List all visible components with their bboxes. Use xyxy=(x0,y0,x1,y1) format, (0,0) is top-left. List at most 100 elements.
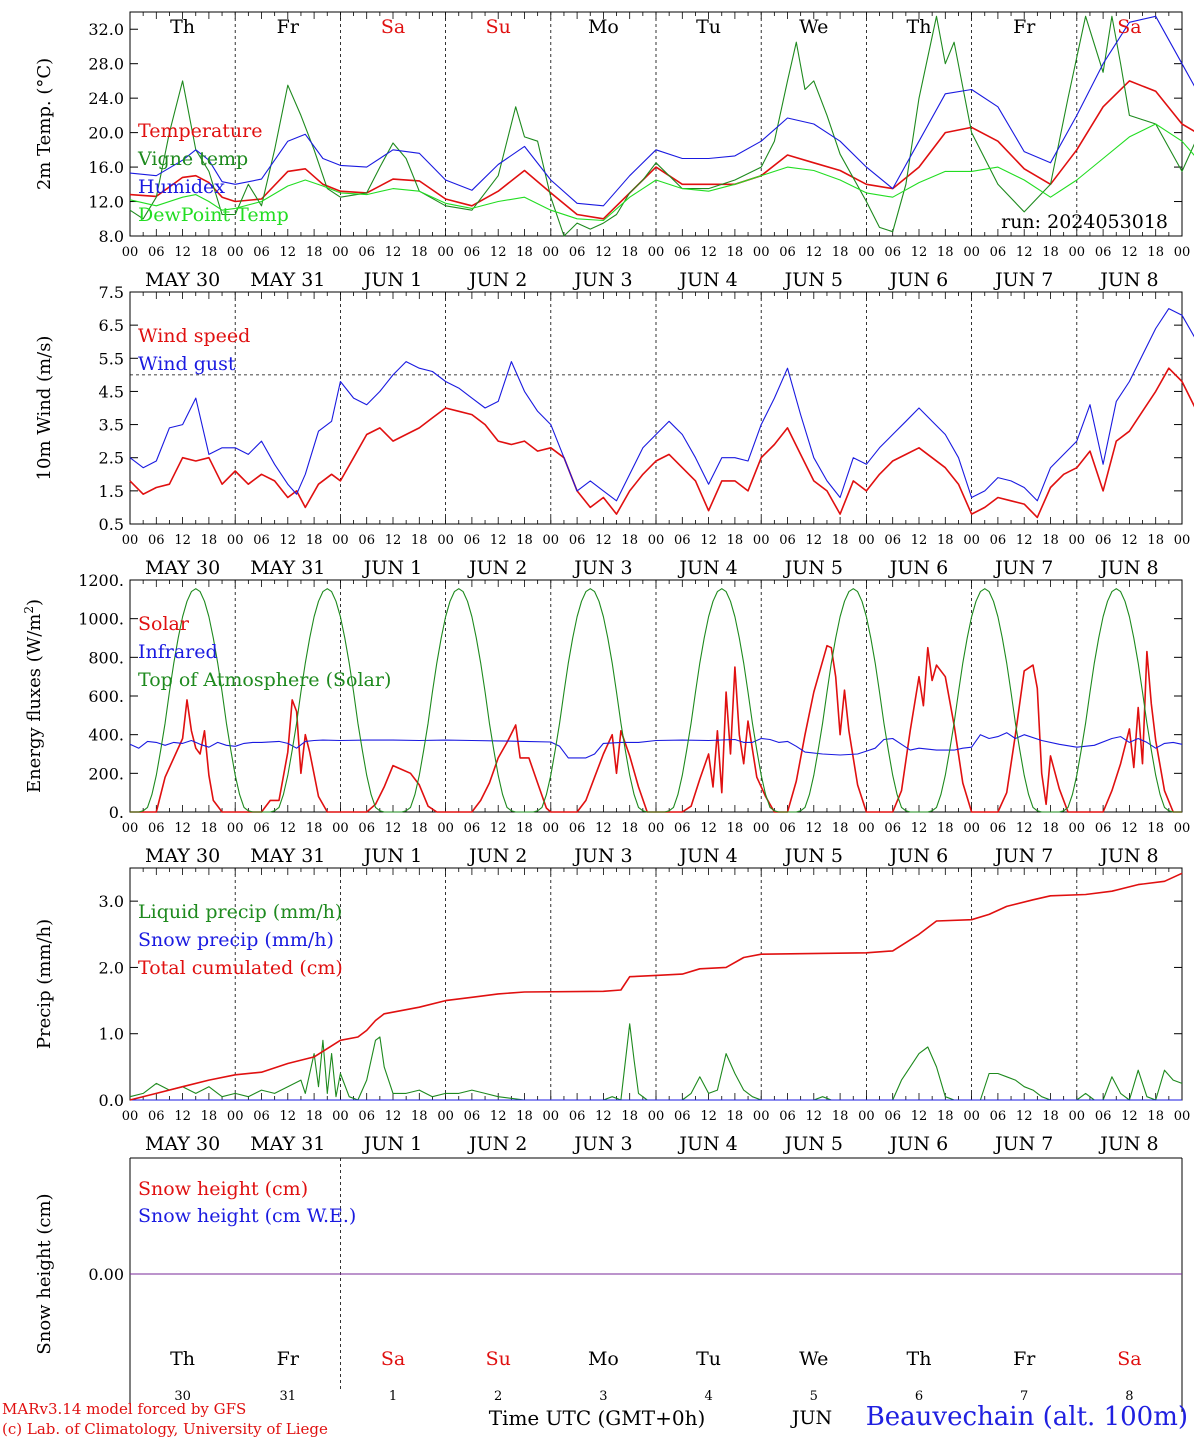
y-tick-label: 200. xyxy=(88,764,124,783)
y-tick-label: 20.0 xyxy=(88,124,124,143)
hour-label: 18 xyxy=(411,1109,428,1124)
hour-label: 06 xyxy=(253,533,270,548)
hour-label: 00 xyxy=(963,533,980,548)
hour-label: 18 xyxy=(937,533,954,548)
hour-label: 06 xyxy=(358,245,375,260)
hour-label: 06 xyxy=(569,245,586,260)
hour-label: 00 xyxy=(753,821,770,836)
y-tick-label: 0.00 xyxy=(88,1265,124,1284)
hour-label: 18 xyxy=(727,821,744,836)
hour-label: 00 xyxy=(332,245,349,260)
y-tick-label: 1.0 xyxy=(99,1025,124,1044)
hour-label: 06 xyxy=(358,533,375,548)
hour-label: 18 xyxy=(1147,533,1164,548)
hour-label: 06 xyxy=(464,245,481,260)
hour-label: 18 xyxy=(1042,821,1059,836)
hour-label: 00 xyxy=(437,1109,454,1124)
day-number-label: 3 xyxy=(599,1389,607,1404)
y-axis-title: 10m Wind (m/s) xyxy=(34,336,55,481)
hour-label: 18 xyxy=(1147,821,1164,836)
hour-label: 18 xyxy=(306,245,323,260)
y-tick-label: 2.5 xyxy=(99,449,124,468)
y-axis-title: 2m Temp. (°C) xyxy=(34,58,55,190)
hour-label: 18 xyxy=(832,533,849,548)
hour-label: 06 xyxy=(569,533,586,548)
date-label: JUN 2 xyxy=(467,557,527,579)
y-tick-label: 0. xyxy=(109,803,124,822)
hour-label: 12 xyxy=(385,821,402,836)
weekday-label-bottom: Su xyxy=(486,1348,511,1370)
hour-label: 06 xyxy=(1095,1109,1112,1124)
hour-label: 18 xyxy=(306,1109,323,1124)
hour-label: 00 xyxy=(753,245,770,260)
date-label: JUN 6 xyxy=(888,557,948,579)
hour-label: 12 xyxy=(1016,245,1033,260)
hour-label: 12 xyxy=(1016,821,1033,836)
hour-label: 00 xyxy=(1069,245,1086,260)
hour-label: 18 xyxy=(411,245,428,260)
day-number-label: 30 xyxy=(174,1389,191,1404)
hour-label: 12 xyxy=(385,1109,402,1124)
series-infrared xyxy=(129,732,1183,759)
weekday-label-top: We xyxy=(799,16,828,38)
date-label: JUN 5 xyxy=(783,557,843,579)
hour-label: 06 xyxy=(990,245,1007,260)
hour-label: 06 xyxy=(990,533,1007,548)
day-number-label: 6 xyxy=(915,1389,923,1404)
hour-label: 00 xyxy=(122,245,139,260)
weekday-label-top: Su xyxy=(486,16,511,38)
y-tick-label: 1200. xyxy=(78,571,124,590)
hour-label: 00 xyxy=(1174,245,1191,260)
hour-label: 06 xyxy=(779,821,796,836)
legend-precip: Total cumulated (cm) xyxy=(138,957,343,979)
hour-label: 00 xyxy=(122,533,139,548)
weekday-label-top: Fr xyxy=(277,16,300,38)
date-label: JUN 3 xyxy=(572,557,632,579)
hour-label: 06 xyxy=(779,245,796,260)
hour-label: 18 xyxy=(306,533,323,548)
weekday-label-bottom: We xyxy=(799,1348,828,1370)
hour-label: 18 xyxy=(201,533,218,548)
date-label: JUN 8 xyxy=(1098,557,1158,579)
hour-label: 12 xyxy=(595,533,612,548)
y-tick-label: 4.5 xyxy=(99,382,124,401)
date-label: JUN 8 xyxy=(1098,1133,1158,1155)
hour-label: 12 xyxy=(1121,1109,1138,1124)
hour-label: 12 xyxy=(806,821,823,836)
hour-label: 06 xyxy=(148,1109,165,1124)
hour-label: 00 xyxy=(332,1109,349,1124)
weekday-label-bottom: Fr xyxy=(277,1348,300,1370)
date-label: MAY 31 xyxy=(250,557,325,579)
date-label: JUN 7 xyxy=(993,557,1053,579)
hour-label: 18 xyxy=(727,1109,744,1124)
hour-label: 00 xyxy=(858,821,875,836)
credit-model: MARv3.14 model forced by GFS xyxy=(2,1400,247,1418)
hour-label: 00 xyxy=(963,1109,980,1124)
hour-label: 00 xyxy=(437,245,454,260)
series-vigne-temp xyxy=(129,15,1194,237)
date-label: JUN 3 xyxy=(572,269,632,291)
legend-energy: Top of Atmosphere (Solar) xyxy=(138,669,391,691)
hour-label: 12 xyxy=(806,533,823,548)
date-label: JUN 8 xyxy=(1098,269,1158,291)
hour-label: 12 xyxy=(806,1109,823,1124)
series-wind-gust xyxy=(129,308,1194,502)
hour-label: 18 xyxy=(1147,245,1164,260)
hour-label: 18 xyxy=(832,821,849,836)
y-tick-label: 0.5 xyxy=(99,515,124,534)
hour-label: 12 xyxy=(911,821,928,836)
day-number-label: 2 xyxy=(494,1389,502,1404)
weekday-label-top: Sa xyxy=(1117,16,1141,38)
hour-label: 18 xyxy=(727,533,744,548)
date-label: JUN 3 xyxy=(572,1133,632,1155)
hour-label: 06 xyxy=(674,533,691,548)
hour-label: 06 xyxy=(569,1109,586,1124)
hour-label: 18 xyxy=(1042,1109,1059,1124)
date-label: MAY 31 xyxy=(250,1133,325,1155)
hour-label: 12 xyxy=(700,821,717,836)
hour-label: 12 xyxy=(595,821,612,836)
hour-label: 12 xyxy=(1121,533,1138,548)
hour-label: 12 xyxy=(1016,1109,1033,1124)
hour-label: 12 xyxy=(595,245,612,260)
